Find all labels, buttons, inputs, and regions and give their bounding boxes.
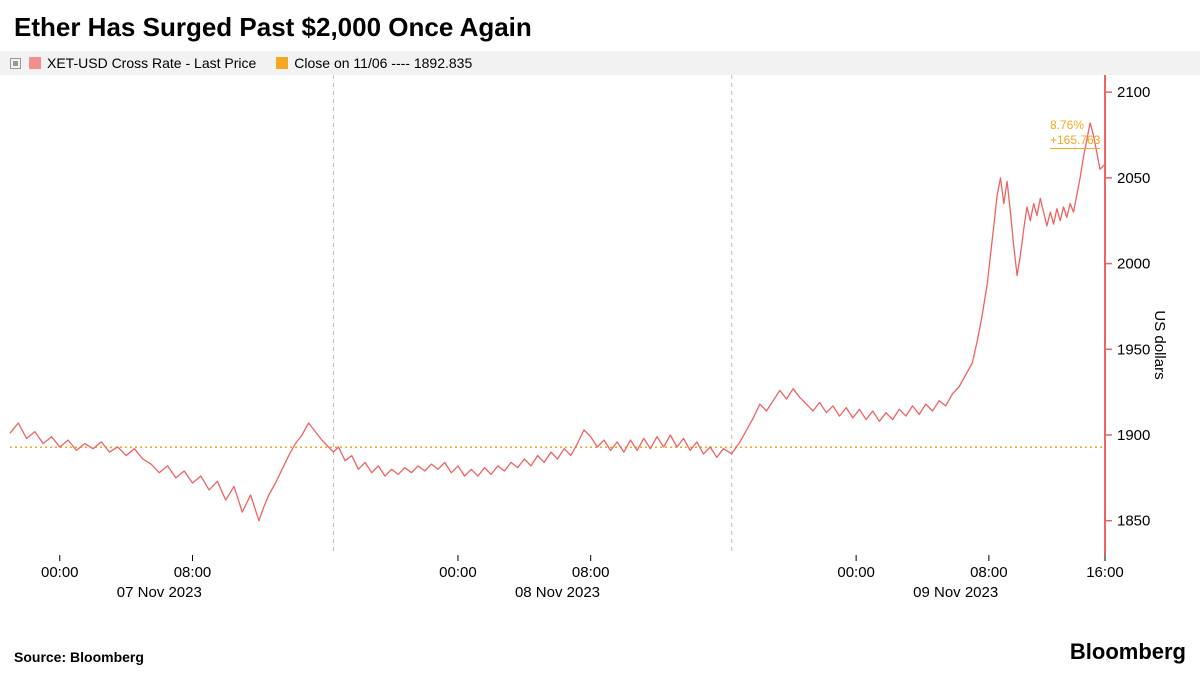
change-pct: 8.76% bbox=[1050, 118, 1100, 133]
svg-text:1900: 1900 bbox=[1117, 427, 1150, 444]
chart-area: 1850 1900 1950 2000 2050 2100 00:00 08:00 00:00 0… bbox=[0, 75, 1200, 615]
svg-text:00:00: 00:00 bbox=[41, 564, 79, 581]
track-icon bbox=[10, 58, 21, 69]
legend-label-series2: Close on 11/06 ---- 1892.835 bbox=[294, 55, 472, 71]
svg-text:07 Nov 2023: 07 Nov 2023 bbox=[117, 584, 202, 601]
svg-text:08 Nov 2023: 08 Nov 2023 bbox=[515, 584, 600, 601]
svg-text:2050: 2050 bbox=[1117, 170, 1150, 187]
chart-legend: XET-USD Cross Rate - Last Price Close on… bbox=[0, 51, 1200, 75]
change-annotation: 8.76% +165.763 bbox=[1050, 118, 1100, 149]
legend-swatch-series2 bbox=[276, 57, 288, 69]
chart-title: Ether Has Surged Past $2,000 Once Again bbox=[0, 0, 1200, 51]
svg-text:09 Nov 2023: 09 Nov 2023 bbox=[913, 584, 998, 601]
svg-text:00:00: 00:00 bbox=[439, 564, 477, 581]
svg-text:1950: 1950 bbox=[1117, 341, 1150, 358]
chart-footer: Source: Bloomberg Bloomberg bbox=[14, 639, 1186, 665]
svg-text:16:00: 16:00 bbox=[1086, 564, 1124, 581]
svg-text:1850: 1850 bbox=[1117, 513, 1150, 530]
svg-text:00:00: 00:00 bbox=[837, 564, 875, 581]
change-abs: +165.763 bbox=[1050, 133, 1100, 149]
bloomberg-logo: Bloomberg bbox=[1070, 639, 1186, 665]
chart-svg: 1850 1900 1950 2000 2050 2100 00:00 08:00 00:00 0… bbox=[0, 75, 1200, 615]
legend-label-series1: XET-USD Cross Rate - Last Price bbox=[47, 55, 256, 71]
svg-text:2100: 2100 bbox=[1117, 84, 1150, 101]
y-axis-label: US dollars bbox=[1151, 310, 1168, 379]
source-text: Source: Bloomberg bbox=[14, 649, 144, 665]
svg-text:08:00: 08:00 bbox=[970, 564, 1008, 581]
svg-text:2000: 2000 bbox=[1117, 256, 1150, 273]
legend-swatch-series1 bbox=[29, 57, 41, 69]
svg-text:08:00: 08:00 bbox=[572, 564, 610, 581]
svg-text:08:00: 08:00 bbox=[174, 564, 212, 581]
